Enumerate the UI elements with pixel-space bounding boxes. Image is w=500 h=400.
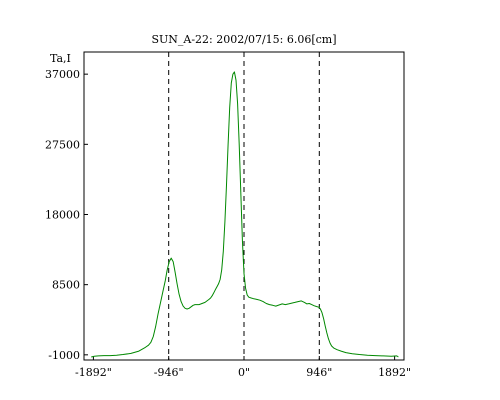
x-tick-label: 946" <box>306 366 332 379</box>
y-tick-label: 27500 <box>45 138 80 151</box>
x-axis: -1892" -946" 0" 946" 1892" <box>75 356 411 379</box>
y-tick-label: 18000 <box>45 208 80 221</box>
y-tick-label: -1000 <box>48 349 80 362</box>
series-group <box>91 71 399 358</box>
x-tick-label: 0" <box>238 366 250 379</box>
y-axis-label: Ta,I <box>50 52 71 65</box>
y-tick-label: 8500 <box>52 279 80 292</box>
chart-title: SUN_A-22: 2002/07/15: 6.06[cm] <box>151 33 336 46</box>
y-axis: -1000 8500 18000 27500 37000 <box>45 68 88 362</box>
series-line <box>91 71 399 358</box>
y-tick-label: 37000 <box>45 68 80 81</box>
x-tick-label: -946" <box>154 366 184 379</box>
x-tick-label: 1892" <box>378 366 411 379</box>
reference-lines <box>168 52 320 360</box>
x-tick-label: -1892" <box>75 366 112 379</box>
